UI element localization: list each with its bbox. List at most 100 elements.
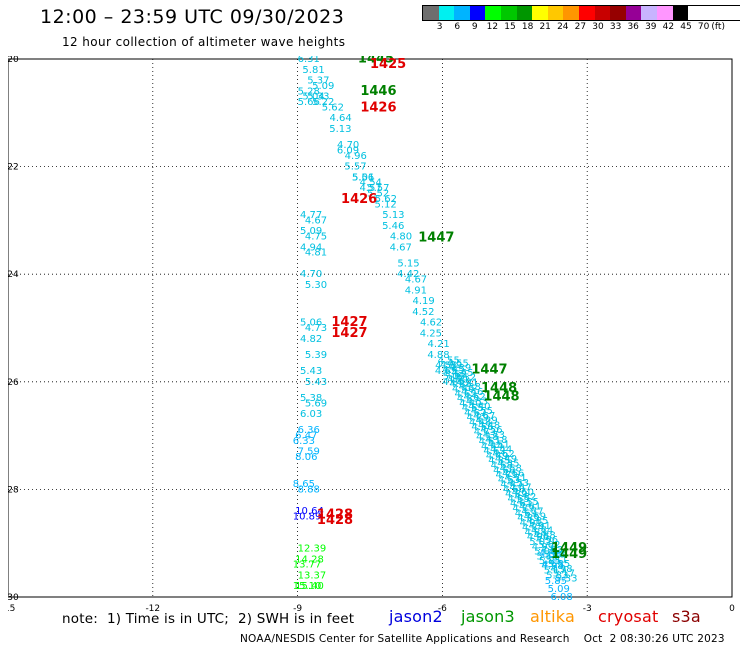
swh-value: 4.67 — [305, 215, 327, 226]
swh-value: 4.52 — [445, 370, 467, 381]
swh-value: 4.80 — [390, 232, 412, 243]
swh-value: 4.71 — [504, 473, 526, 484]
swh-value: 5.57 — [367, 183, 389, 194]
swh-value: 4.77 — [512, 504, 534, 515]
swh-value: 8.65 — [293, 479, 315, 490]
swh-value: 4.66 — [493, 465, 515, 476]
pass-time-label: 1427 — [331, 315, 367, 330]
lat-tick-label: -26 — [8, 378, 19, 388]
swh-value: 10.64 — [295, 506, 324, 517]
pass-time-label: 1447 — [418, 231, 454, 246]
credit-line: NOAA/NESDIS Center for Satellite Applica… — [240, 633, 725, 645]
swh-value: 4.57 — [359, 183, 381, 194]
swh-value: 5.13 — [329, 124, 351, 135]
swh-value: 5.17 — [544, 566, 566, 577]
swh-value: 4.62 — [454, 389, 476, 400]
scale-swatch-15 — [656, 6, 673, 20]
swh-value: 4.96 — [345, 151, 367, 162]
satellite-label-altika: altika — [530, 607, 575, 626]
lon-tick-label: -12 — [145, 604, 160, 614]
swh-value: 4.35 — [497, 459, 519, 470]
swh-value: 4.82 — [514, 492, 536, 503]
swh-value: 5.43 — [305, 377, 327, 388]
swh-value: 4.70 — [300, 269, 322, 280]
scale-label: 18 — [521, 22, 534, 32]
lat-tick-label: -30 — [8, 593, 19, 603]
swh-value: 4.62 — [483, 446, 505, 457]
swh-value: 10.89 — [293, 511, 322, 522]
scale-swatch-9 — [563, 6, 579, 20]
scale-label: 42 — [662, 22, 675, 32]
swh-value: 4.49 — [486, 451, 508, 462]
swh-value: 4.18 — [485, 435, 507, 446]
swh-value: 4.73 — [305, 323, 327, 334]
swh-value: 5.28 — [298, 86, 320, 97]
swh-value: 4.61 — [519, 502, 541, 513]
scale-swatch-5 — [500, 6, 517, 20]
scale-label: 9 — [471, 22, 478, 32]
swh-value: 5.11 — [537, 551, 559, 562]
lat-tick-label: -20 — [8, 56, 19, 65]
satellite-label-cryosat: cryosat — [598, 607, 659, 626]
scale-swatch-0 — [423, 6, 439, 20]
lon-tick-label: -15 — [8, 604, 15, 614]
scale-label: 30 — [592, 22, 604, 32]
swh-value: 4.21 — [428, 339, 450, 350]
swh-value: 4.47 — [509, 483, 531, 494]
swh-value: 4.88 — [533, 530, 555, 541]
swh-value: 6.31 — [298, 56, 320, 65]
swh-value: 4.94 — [300, 242, 322, 253]
swh-value: 13.77 — [293, 560, 322, 571]
swh-value: 5.13 — [382, 210, 404, 221]
scale-swatch-4 — [485, 6, 501, 20]
swh-value: 4.40 — [468, 401, 490, 412]
swh-value: 5.37 — [307, 76, 329, 87]
swh-value: 4.49 — [495, 454, 517, 465]
swh-value: 4.58 — [491, 460, 513, 471]
swh-value: 14.28 — [295, 554, 324, 565]
chart-title: 12:00 – 23:59 UTC 09/30/2023 — [40, 6, 345, 28]
swh-value: 4.85 — [526, 516, 548, 527]
swh-value: 4.39 — [440, 360, 462, 371]
swh-value: 4.56 — [471, 422, 493, 433]
footnote: note: 1) Time is in UTC; 2) SWH is in fe… — [62, 611, 355, 627]
swh-value: 6.09 — [337, 145, 359, 156]
swh-value: 5.33 — [546, 570, 568, 581]
swh-value: 4.42 — [397, 269, 419, 280]
swh-value: 4.88 — [427, 350, 449, 361]
swh-value: 4.56 — [480, 425, 502, 436]
swh-value: 5.57 — [344, 162, 366, 173]
swh-value: 5.81 — [302, 65, 324, 76]
swh-value: 4.89 — [442, 377, 464, 388]
swh-value: 4.77 — [300, 210, 322, 221]
swh-value: 4.33 — [466, 397, 488, 408]
map-frame — [8, 58, 733, 598]
swh-value: 5.25 — [548, 559, 570, 570]
scale-label: 45 — [680, 22, 692, 32]
swh-value: 5.06 — [443, 371, 465, 382]
swh-value: 4.55 — [435, 361, 457, 372]
swh-value: 4.46 — [452, 384, 474, 395]
pass-time-label: 1428 — [317, 508, 353, 523]
swh-value: 4.73 — [483, 430, 505, 441]
swh-value: 4.65 — [435, 366, 457, 377]
swh-value: 4.70 — [337, 140, 359, 151]
scale-swatch-14 — [641, 6, 657, 20]
swh-value: 5.04 — [302, 92, 324, 103]
swh-value: 7.59 — [298, 447, 320, 458]
pass-time-label: 1448 — [481, 381, 517, 396]
swh-value: 4.38 — [459, 382, 481, 393]
swh-value: 4.96 — [536, 535, 558, 546]
swh-value: 6.33 — [293, 436, 315, 447]
pass-time-label: 1449 — [551, 547, 587, 562]
swh-value: 15.40 — [295, 581, 324, 592]
swh-value: 6.03 — [300, 409, 322, 420]
swh-value: 4.54 — [360, 178, 382, 189]
swh-value: 4.55 — [438, 355, 460, 366]
swh-value: 5.62 — [322, 102, 344, 113]
swh-value: 4.91 — [405, 285, 427, 296]
lon-tick-label: -3 — [583, 604, 592, 614]
swh-value: 5.30 — [305, 280, 327, 291]
lon-tick-label: -9 — [293, 604, 302, 614]
pass-time-label: 1447 — [471, 362, 507, 377]
